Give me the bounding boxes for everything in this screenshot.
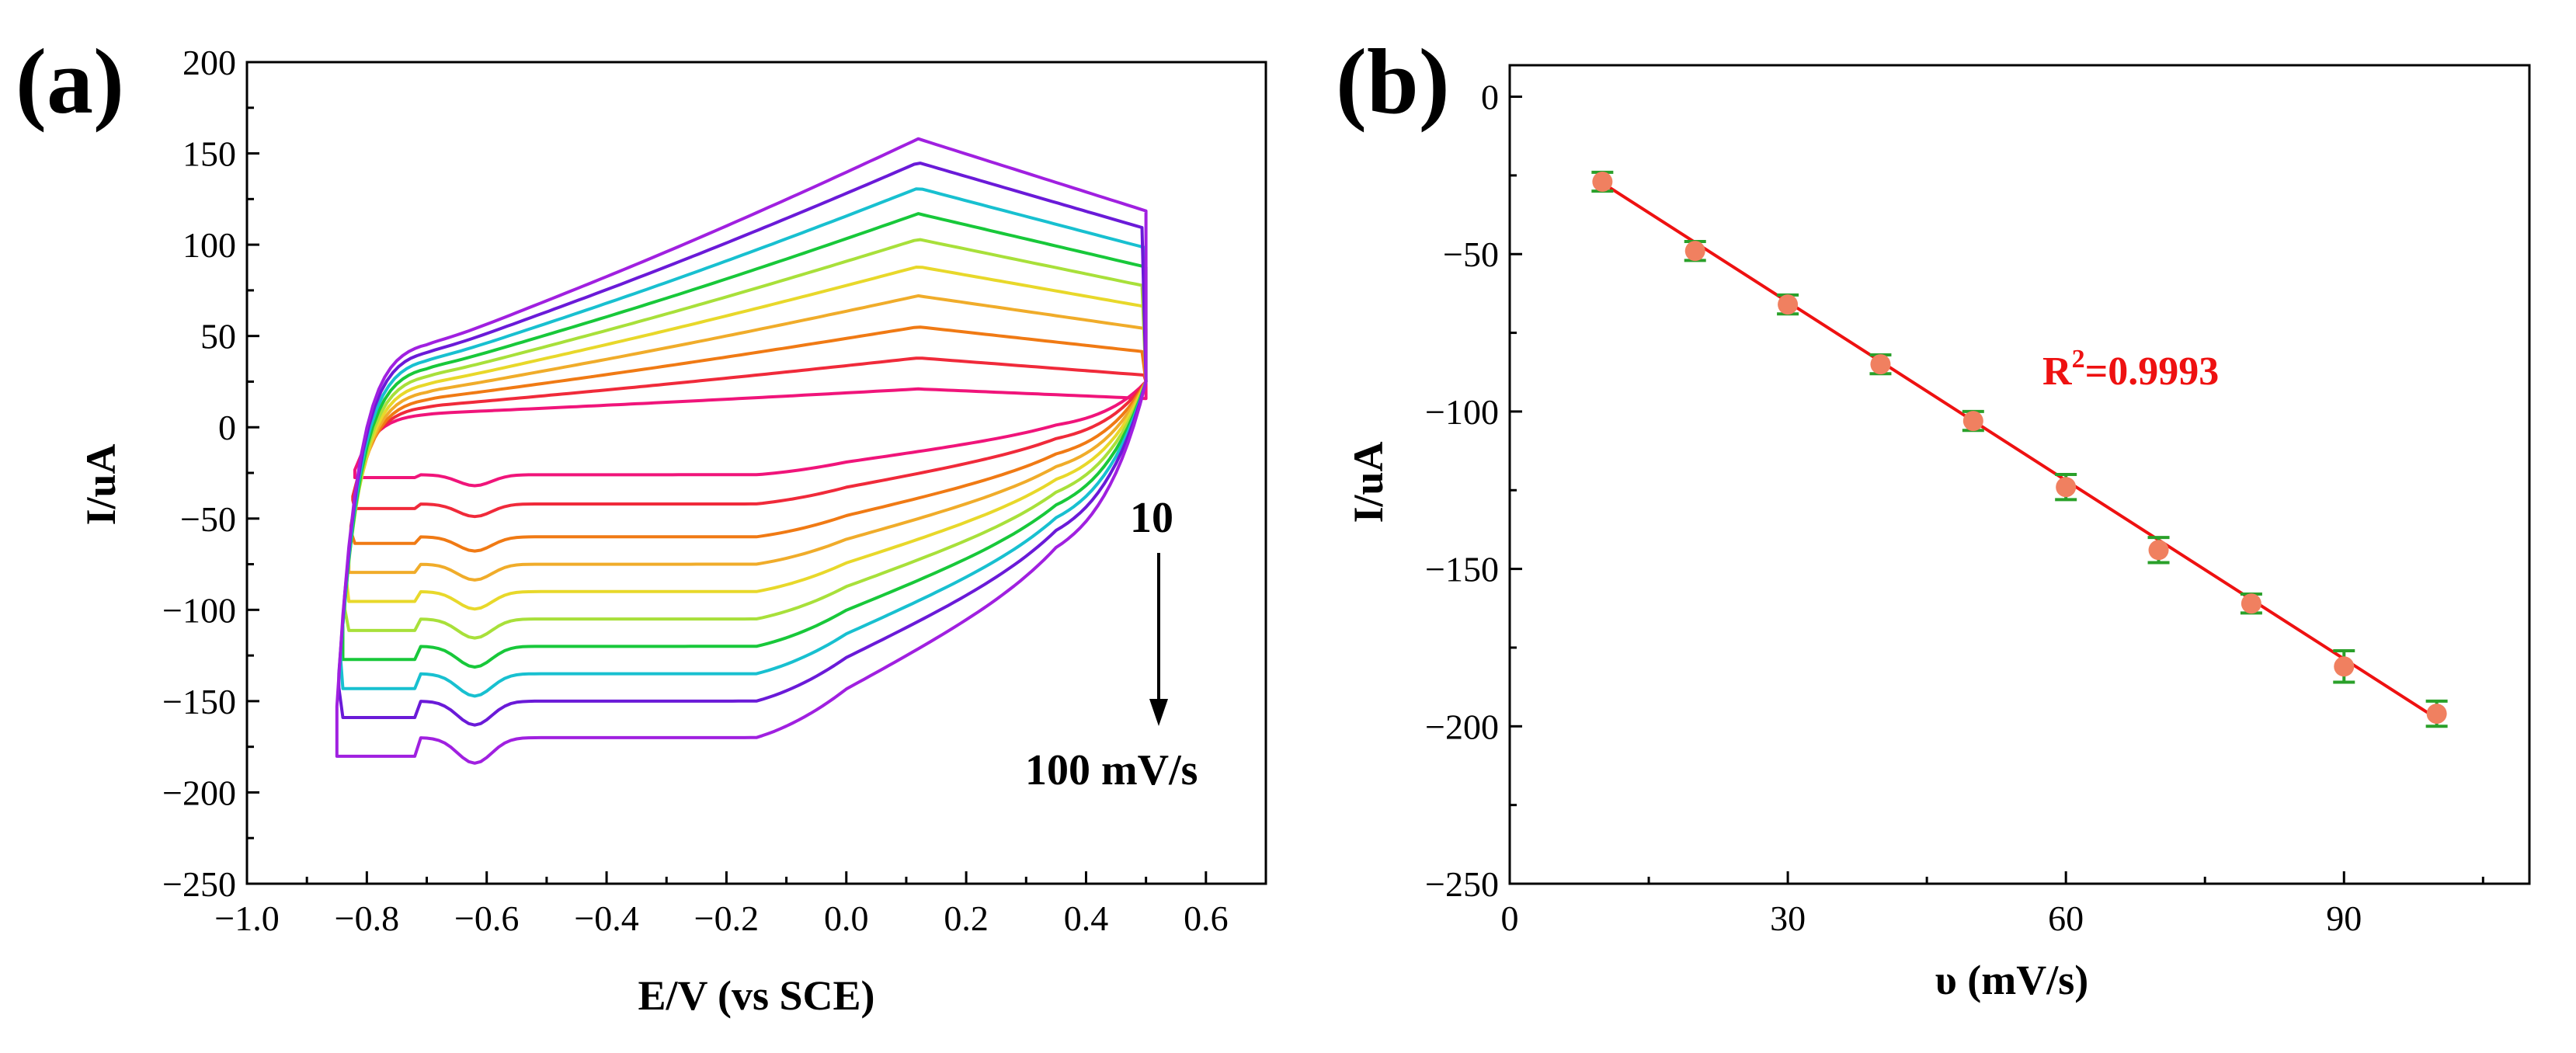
fit-line — [1601, 181, 2438, 720]
cv-curve — [341, 212, 1148, 669]
data-point — [2334, 656, 2355, 677]
data-point — [1778, 294, 1799, 315]
r-squared-annotation: R2=0.9993 — [2042, 345, 2219, 394]
cv-curve — [351, 356, 1148, 519]
plot-b-x-label: υ (mV/s) — [1935, 957, 2089, 1003]
plot-a-y-ticks: −250 −200 −150 −100 −50 0 50 100 150 200 — [162, 43, 259, 904]
data-point — [2241, 593, 2261, 614]
y-tick-label: 150 — [183, 134, 236, 174]
plot-b-y-ticks: −250 −200 −150 −100 −50 0 — [1425, 78, 1522, 904]
r2-r: R — [2042, 349, 2073, 394]
data-point — [2148, 540, 2169, 561]
data-point — [1962, 411, 1983, 432]
data-point — [2426, 704, 2447, 725]
y-tick-label: −150 — [1425, 550, 1499, 589]
plot-b-y-label: I/uA — [1345, 441, 1392, 523]
cv-curve — [353, 380, 1148, 488]
x-tick-label: −0.4 — [574, 898, 638, 938]
y-tick-label: −250 — [162, 864, 236, 904]
r2-superscript: 2 — [2072, 345, 2085, 374]
data-point — [1870, 354, 1891, 375]
scan-rate-end-label: 100 mV/s — [1025, 746, 1198, 794]
plot-a-x-ticks: −1.0 −0.8 −0.6 −0.4 −0.2 0.0 0.2 0.4 0.6 — [214, 871, 1229, 938]
y-tick-label: −100 — [162, 590, 236, 630]
x-tick-label: 30 — [1770, 898, 1806, 938]
data-point — [1684, 241, 1705, 262]
x-tick-label: 0.6 — [1184, 898, 1229, 938]
data-point — [1592, 171, 1613, 192]
scan-rate-start-label: 10 — [1130, 494, 1173, 542]
y-tick-label: −200 — [1425, 707, 1499, 746]
x-tick-label: −1.0 — [214, 898, 279, 938]
scan-rate-arrowhead — [1149, 699, 1168, 726]
data-point — [2056, 477, 2077, 498]
y-tick-label: −100 — [1425, 392, 1499, 432]
y-tick-label: −250 — [1425, 864, 1499, 904]
x-tick-label: 0.0 — [824, 898, 869, 938]
panel-a-label: (a) — [16, 30, 124, 133]
chart-panel-b: (b) 0 30 60 90 −250 −200 −150 −100 −50 0 υ (mV/s… — [1336, 30, 2531, 1003]
y-tick-label: −150 — [162, 682, 236, 721]
x-tick-label: 0.2 — [944, 898, 989, 938]
plot-b-points — [1591, 170, 2448, 728]
x-tick-label: 90 — [2326, 898, 2362, 938]
plot-b-frame — [1508, 64, 2531, 885]
y-tick-label: 100 — [183, 225, 236, 265]
cv-curve — [335, 137, 1148, 765]
plot-a-y-label: I/uA — [78, 443, 124, 525]
y-tick-label: 0 — [218, 408, 236, 447]
plot-b-x-ticks: 0 30 60 90 — [1501, 871, 2484, 938]
x-tick-label: 0.4 — [1064, 898, 1109, 938]
y-tick-label: −50 — [1443, 235, 1499, 274]
x-tick-label: −0.8 — [335, 898, 399, 938]
y-tick-label: 50 — [200, 317, 236, 356]
y-tick-label: −200 — [162, 773, 236, 812]
cv-curve — [337, 162, 1148, 727]
plot-a-x-label: E/V (vs SCE) — [638, 972, 874, 1019]
y-tick-label: 200 — [183, 43, 236, 82]
x-tick-label: −0.6 — [454, 898, 519, 938]
y-tick-label: 0 — [1481, 78, 1499, 117]
chart-panel-a: (a) −1.0 −0.8 −0.6 −0.4 −0.2 0.0 0.2 0.4 0.6 −25… — [16, 30, 1267, 1019]
x-tick-label: 0 — [1501, 898, 1519, 938]
x-tick-label: −0.2 — [694, 898, 759, 938]
r2-value: =0.9993 — [2085, 349, 2220, 394]
panel-b-label: (b) — [1336, 30, 1450, 133]
y-tick-label: −50 — [180, 499, 236, 539]
plot-a-curves — [335, 137, 1148, 765]
x-tick-label: 60 — [2048, 898, 2084, 938]
